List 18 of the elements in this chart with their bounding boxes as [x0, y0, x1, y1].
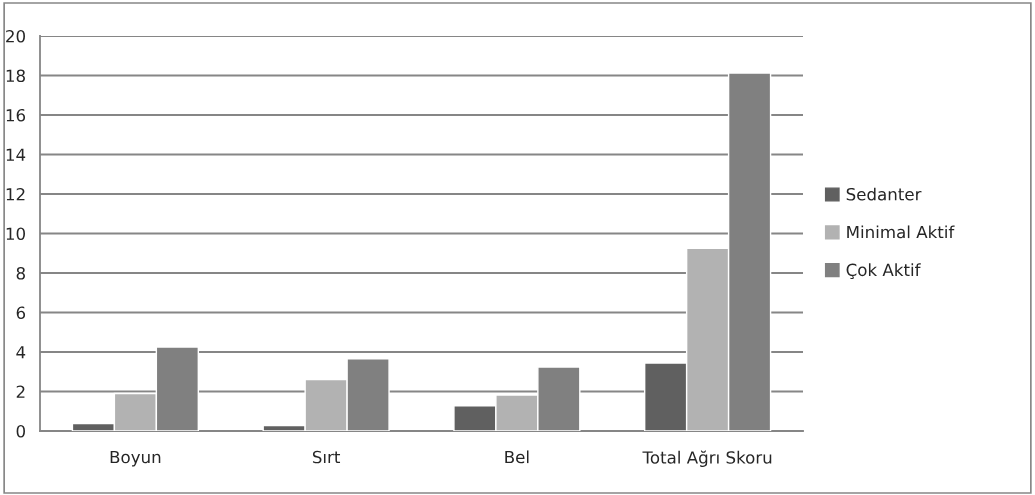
y-tick-label: 12 [6, 187, 25, 201]
y-tick-label: 4 [16, 346, 26, 359]
y-tick-label: 18 [6, 69, 25, 83]
y-tick-label: 20 [6, 29, 25, 43]
legend-label: Çok Aktif [846, 263, 921, 280]
y-tick-label: 2 [16, 385, 25, 398]
y-tick-label: 0 [16, 424, 25, 438]
y-tick-label: 8 [16, 266, 25, 280]
x-tick-label: Sırt [312, 450, 341, 464]
y-tick-label: 14 [6, 148, 26, 161]
legend-label: Minimal Aktif [847, 225, 955, 239]
x-tick-label: Total Ağrı Skoru [642, 450, 772, 467]
y-tick-label: 16 [6, 108, 26, 122]
y-tick-label: 10 [6, 227, 25, 241]
x-tick-label: Boyun [110, 450, 161, 467]
legend-label: Sedanter [846, 187, 922, 201]
y-tick-label: 6 [16, 306, 26, 320]
x-tick-label: Bel [505, 450, 529, 464]
